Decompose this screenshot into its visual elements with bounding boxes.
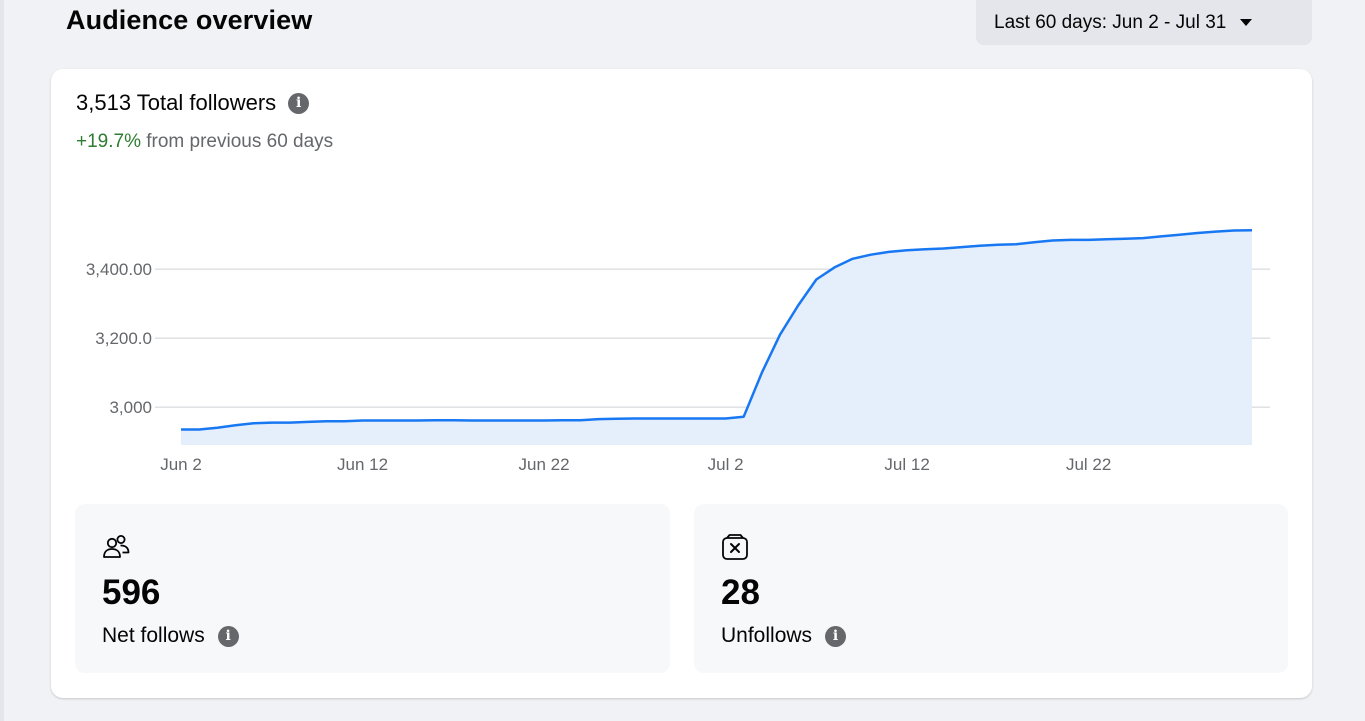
unfollows-card: 28 Unfollows i: [694, 504, 1288, 673]
people-icon: [103, 535, 130, 558]
net-follows-label-row: Net follows i: [102, 623, 239, 649]
y-tick-label: 3,200.0: [95, 329, 152, 348]
net-follows-value: 596: [102, 573, 161, 612]
y-tick-label: 3,400.00: [86, 260, 152, 279]
unfollows-label: Unfollows: [721, 624, 813, 647]
x-tick-label: Jun 12: [337, 455, 388, 474]
y-tick-label: 3,000: [109, 398, 152, 417]
info-icon[interactable]: i: [825, 625, 847, 647]
x-axis-labels: Jun 2 Jun 12 Jun 22 Jul 2 Jul 12 Jul 22: [160, 455, 1111, 474]
total-followers-count: 3,513 Total followers: [76, 90, 277, 115]
date-range-label: Last 60 days: Jun 2 - Jul 31: [994, 11, 1227, 33]
unfollows-label-row: Unfollows i: [721, 623, 847, 649]
x-tick-label: Jul 12: [884, 455, 929, 474]
growth-row: +19.7% from previous 60 days: [76, 130, 333, 154]
growth-text: from previous 60 days: [140, 131, 334, 152]
x-tick-label: Jun 2: [160, 455, 202, 474]
net-follows-card: 596 Net follows i: [75, 504, 670, 673]
left-edge-border: [0, 0, 4, 721]
x-tick-label: Jun 22: [519, 455, 570, 474]
x-tick-label: Jul 22: [1066, 455, 1111, 474]
info-icon[interactable]: i: [288, 92, 310, 114]
date-range-dropdown[interactable]: Last 60 days: Jun 2 - Jul 31: [976, 0, 1312, 45]
total-followers-row: 3,513 Total followers i: [76, 89, 310, 117]
followers-card: 3,000 3,200.0 3,400.00 Jun 2 Jun 12 Jun 22 Ju…: [51, 69, 1312, 698]
growth-value: +19.7%: [76, 131, 141, 152]
x-tick-label: Jul 2: [708, 455, 744, 474]
info-icon[interactable]: i: [217, 625, 239, 647]
net-follows-label: Net follows: [102, 624, 205, 647]
unfollow-icon: [722, 534, 748, 560]
page-title: Audience overview: [66, 5, 313, 35]
unfollows-value: 28: [721, 573, 760, 612]
followers-line: [181, 228, 1253, 431]
caret-down-icon: [1240, 19, 1253, 26]
followers-area: [181, 230, 1252, 445]
y-axis-labels: 3,000 3,200.0 3,400.00: [86, 260, 152, 417]
